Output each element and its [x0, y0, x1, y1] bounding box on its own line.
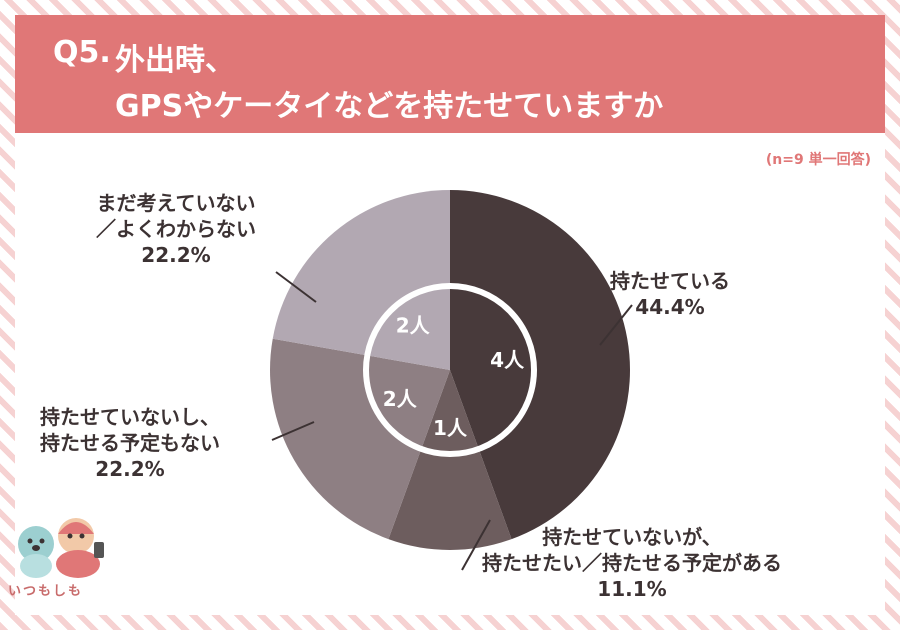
slice-label-3: まだ考えていない ／よくわからない 22.2%: [96, 190, 256, 268]
slice-percent-0: 44.4%: [635, 295, 705, 319]
brand-logo: いつもしも: [6, 508, 116, 599]
slice-count-label-2: 2人: [383, 387, 418, 411]
slice-label-1: 持たせていないが、 持たせたい／持たせる予定がある 11.1%: [482, 524, 782, 602]
logo-text: いつもしも: [8, 584, 84, 599]
slice-label-3-line-1: ／よくわからない: [96, 217, 256, 241]
card: Q5. 外出時、 GPSやケータイなどを持たせていますか (n=9 単一回答): [15, 15, 885, 615]
leader-line-3: [275, 271, 317, 303]
mascot-icon: [18, 518, 104, 578]
slice-count-label-1: 1人: [433, 416, 468, 440]
slice-percent-3: 22.2%: [141, 243, 211, 267]
leader-line-0: [599, 304, 633, 346]
question-number: Q5.: [53, 35, 111, 70]
question-header: Q5. 外出時、 GPSやケータイなどを持たせていますか: [15, 15, 885, 133]
slice-label-1-line-1: 持たせたい／持たせる予定がある: [482, 551, 782, 575]
leader-line-2: [271, 421, 315, 441]
slice-count-label-0: 4人: [490, 348, 525, 372]
slice-label-2-line-1: 持たせる予定もない: [40, 431, 220, 455]
slice-label-2: 持たせていないし、 持たせる予定もない 22.2%: [40, 404, 220, 482]
slice-percent-2: 22.2%: [95, 457, 165, 481]
pie-slice-1: [388, 370, 512, 550]
slice-label-1-line-0: 持たせていないが、: [542, 525, 722, 549]
slice-percent-1: 11.1%: [597, 577, 667, 601]
slice-label-2-line-0: 持たせていないし、: [40, 405, 220, 429]
slice-count-label-3: 2人: [396, 314, 431, 338]
sample-note: (n=9 単一回答): [765, 152, 871, 168]
pie-slice-2: [270, 338, 450, 540]
question-title-line1: 外出時、: [115, 43, 235, 78]
question-title-line2: GPSやケータイなどを持たせていますか: [115, 89, 664, 124]
slice-label-0-line-0: 持たせている: [610, 269, 730, 293]
slice-label-3-line-0: まだ考えていない: [96, 191, 256, 215]
leader-line-1: [461, 519, 491, 571]
inner-ring: [363, 283, 537, 457]
slice-label-0: 持たせている 44.4%: [610, 268, 730, 320]
pie-slice-0: [450, 190, 630, 540]
pie-slice-3: [272, 190, 450, 370]
